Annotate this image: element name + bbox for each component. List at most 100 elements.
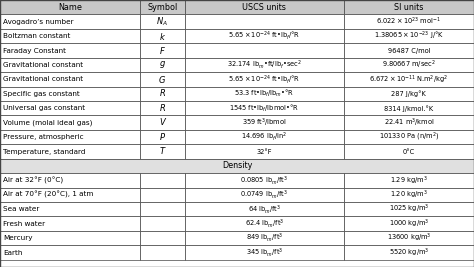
Bar bbox=[344, 72, 474, 87]
Bar bbox=[140, 130, 185, 144]
Text: P: P bbox=[160, 133, 165, 142]
Bar bbox=[185, 14, 344, 29]
Text: 1.29 kg/m$^3$: 1.29 kg/m$^3$ bbox=[390, 174, 428, 187]
Text: Earth: Earth bbox=[3, 250, 22, 256]
Bar bbox=[344, 0, 474, 14]
Bar bbox=[185, 43, 344, 58]
Text: 345 lb$_m$/ft$^3$: 345 lb$_m$/ft$^3$ bbox=[246, 246, 283, 259]
Bar bbox=[140, 87, 185, 101]
Bar bbox=[140, 173, 185, 188]
Text: Mercury: Mercury bbox=[3, 235, 32, 241]
Text: 13600 kg/m$^3$: 13600 kg/m$^3$ bbox=[387, 232, 431, 244]
Bar bbox=[344, 29, 474, 43]
Bar bbox=[0, 202, 140, 217]
Bar bbox=[185, 173, 344, 188]
Bar bbox=[0, 245, 140, 260]
Bar bbox=[344, 245, 474, 260]
Text: $6.672 \times 10^{-11}$ N.m$^2$/kg$^2$: $6.672 \times 10^{-11}$ N.m$^2$/kg$^2$ bbox=[369, 73, 448, 85]
Bar bbox=[140, 43, 185, 58]
Text: 1.20 kg/m$^3$: 1.20 kg/m$^3$ bbox=[390, 189, 428, 201]
Text: T: T bbox=[160, 147, 165, 156]
Bar bbox=[0, 188, 140, 202]
Text: R: R bbox=[159, 104, 165, 113]
Bar bbox=[140, 144, 185, 159]
Bar bbox=[344, 58, 474, 72]
Bar bbox=[344, 87, 474, 101]
Bar bbox=[185, 217, 344, 231]
Text: $6.022 \times 10^{23}$ mol$^{-1}$: $6.022 \times 10^{23}$ mol$^{-1}$ bbox=[376, 16, 441, 27]
Text: Gravitational constant: Gravitational constant bbox=[3, 62, 83, 68]
Text: 1025 kg/m$^3$: 1025 kg/m$^3$ bbox=[389, 203, 429, 215]
Bar bbox=[185, 144, 344, 159]
Text: 9.80667 m/sec$^2$: 9.80667 m/sec$^2$ bbox=[382, 59, 436, 71]
Bar bbox=[140, 202, 185, 217]
Bar bbox=[140, 101, 185, 115]
Text: Symbol: Symbol bbox=[147, 3, 177, 12]
Text: 8314 J/kmol.°K: 8314 J/kmol.°K bbox=[384, 105, 433, 112]
Text: $5.65 \times 10^{-24}$ ft•lb$_f$/°R: $5.65 \times 10^{-24}$ ft•lb$_f$/°R bbox=[228, 73, 301, 86]
Text: Faraday Constant: Faraday Constant bbox=[3, 48, 66, 53]
Text: $N_A$: $N_A$ bbox=[156, 15, 168, 28]
Bar bbox=[0, 130, 140, 144]
Bar bbox=[185, 202, 344, 217]
Text: $F$: $F$ bbox=[159, 45, 166, 56]
Bar bbox=[185, 130, 344, 144]
Bar bbox=[185, 188, 344, 202]
Text: Universal gas constant: Universal gas constant bbox=[3, 105, 85, 111]
Text: 1545 ft•lb$_f$/lbmol•°R: 1545 ft•lb$_f$/lbmol•°R bbox=[229, 103, 299, 114]
Text: 849 lb$_m$/ft$^3$: 849 lb$_m$/ft$^3$ bbox=[246, 232, 283, 244]
Bar bbox=[140, 14, 185, 29]
Text: 101330 Pa (n/m$^2$): 101330 Pa (n/m$^2$) bbox=[379, 131, 439, 143]
Bar bbox=[344, 115, 474, 130]
Text: V: V bbox=[159, 118, 165, 127]
Text: Specific gas constant: Specific gas constant bbox=[3, 91, 80, 97]
Bar bbox=[140, 188, 185, 202]
Text: Avogadro’s number: Avogadro’s number bbox=[3, 19, 73, 25]
Bar bbox=[344, 101, 474, 115]
Text: Gravitational constant: Gravitational constant bbox=[3, 76, 83, 83]
Bar bbox=[0, 173, 140, 188]
Bar bbox=[344, 231, 474, 245]
Bar bbox=[185, 0, 344, 14]
Bar bbox=[0, 72, 140, 87]
Bar bbox=[344, 202, 474, 217]
Bar bbox=[344, 130, 474, 144]
Bar bbox=[0, 231, 140, 245]
Bar bbox=[185, 58, 344, 72]
Text: 32°F: 32°F bbox=[256, 148, 272, 155]
Bar bbox=[185, 245, 344, 260]
Text: $G$: $G$ bbox=[158, 74, 166, 85]
Bar bbox=[344, 144, 474, 159]
Bar bbox=[344, 188, 474, 202]
Bar bbox=[0, 0, 140, 14]
Text: 64 lb$_m$/ft$^3$: 64 lb$_m$/ft$^3$ bbox=[248, 203, 281, 215]
Bar bbox=[0, 159, 474, 173]
Bar bbox=[344, 173, 474, 188]
Text: SI units: SI units bbox=[394, 3, 423, 12]
Bar bbox=[185, 29, 344, 43]
Bar bbox=[140, 72, 185, 87]
Bar bbox=[0, 58, 140, 72]
Bar bbox=[344, 14, 474, 29]
Bar bbox=[185, 72, 344, 87]
Bar bbox=[185, 231, 344, 245]
Bar bbox=[185, 115, 344, 130]
Text: 5520 kg/m$^3$: 5520 kg/m$^3$ bbox=[389, 246, 429, 259]
Text: 359 ft$^3$/lbmol: 359 ft$^3$/lbmol bbox=[242, 116, 287, 129]
Text: 1000 kg/m$^3$: 1000 kg/m$^3$ bbox=[389, 218, 429, 230]
Text: 53.3 ft•lb$_f$/lb$_m$•°R: 53.3 ft•lb$_f$/lb$_m$•°R bbox=[234, 88, 294, 99]
Bar bbox=[140, 217, 185, 231]
Bar bbox=[140, 245, 185, 260]
Bar bbox=[0, 14, 140, 29]
Bar bbox=[140, 0, 185, 14]
Bar bbox=[140, 58, 185, 72]
Bar bbox=[0, 144, 140, 159]
Bar bbox=[0, 29, 140, 43]
Text: Sea water: Sea water bbox=[3, 206, 39, 212]
Text: 32.174 lb$_m$•ft/lb$_f$•sec$^2$: 32.174 lb$_m$•ft/lb$_f$•sec$^2$ bbox=[227, 59, 301, 71]
Text: $5.65 \times 10^{-24}$ ft•lb$_f$/°R: $5.65 \times 10^{-24}$ ft•lb$_f$/°R bbox=[228, 30, 301, 42]
Text: $k$: $k$ bbox=[159, 31, 166, 42]
Text: 0.0805 lb$_m$/ft$^3$: 0.0805 lb$_m$/ft$^3$ bbox=[240, 174, 288, 187]
Bar bbox=[185, 87, 344, 101]
Bar bbox=[0, 43, 140, 58]
